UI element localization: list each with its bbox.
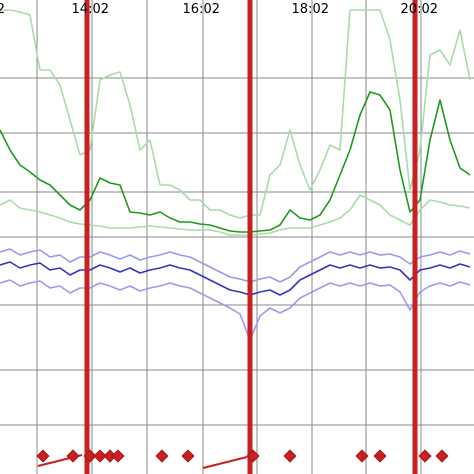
- event-marker: [246, 449, 260, 463]
- event-marker: [373, 449, 387, 463]
- x-tick-label: 14:02: [72, 2, 109, 17]
- event-marker: [111, 449, 125, 463]
- series-line: [0, 261, 471, 296]
- event-marker: [83, 449, 97, 463]
- event-marker: [283, 449, 297, 463]
- series-line: [0, 279, 471, 341]
- event-marker: [155, 449, 169, 463]
- event-marker: [418, 449, 432, 463]
- x-tick-label: 16:02: [183, 2, 220, 17]
- series-line: [0, 91, 471, 233]
- series-line: [0, 9, 471, 219]
- series-line: [0, 248, 471, 283]
- lines: [0, 9, 471, 341]
- x-tick-label: 18:02: [292, 2, 329, 17]
- events: [84, 0, 418, 474]
- event-marker: [66, 449, 80, 463]
- event-marker: [181, 449, 195, 463]
- series-line: [0, 194, 471, 236]
- decoration: [202, 456, 248, 469]
- x-tick-label: 20:02: [401, 2, 438, 17]
- event-marker: [93, 449, 107, 463]
- x-tick-label: 2: [0, 2, 5, 17]
- event-marker: [435, 449, 449, 463]
- event-marker: [36, 449, 50, 463]
- labels: 2 14:02 16:02 18:02 20:02: [0, 2, 438, 17]
- markers: [36, 449, 449, 463]
- event-marker: [355, 449, 369, 463]
